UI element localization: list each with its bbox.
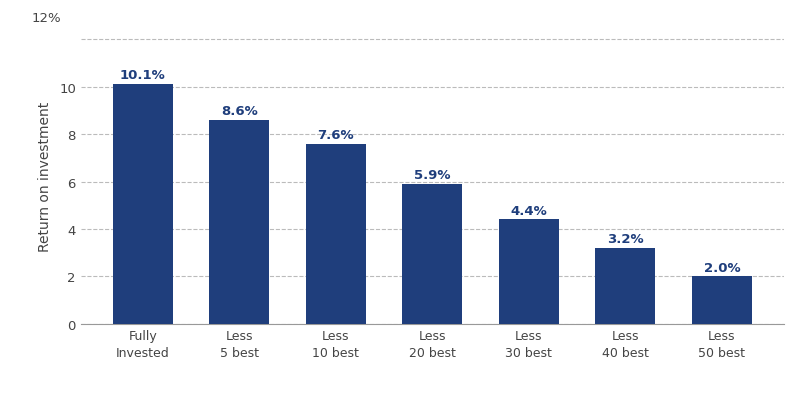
Text: 5.9%: 5.9%	[414, 168, 451, 181]
Bar	[402, 184, 462, 324]
Bar	[595, 248, 655, 324]
Bar	[209, 121, 269, 324]
Bar	[692, 277, 751, 324]
Text: 3.2%: 3.2%	[607, 232, 644, 245]
Text: 4.4%: 4.4%	[511, 204, 547, 217]
Bar	[499, 220, 559, 324]
Text: 10.1%: 10.1%	[120, 69, 166, 82]
Y-axis label: Return on investment: Return on investment	[38, 101, 53, 251]
Text: 12%: 12%	[32, 13, 61, 26]
Bar	[305, 144, 366, 324]
Text: 7.6%: 7.6%	[318, 128, 354, 141]
Text: 8.6%: 8.6%	[221, 105, 258, 118]
Bar	[113, 85, 173, 324]
Text: 2.0%: 2.0%	[704, 261, 740, 274]
